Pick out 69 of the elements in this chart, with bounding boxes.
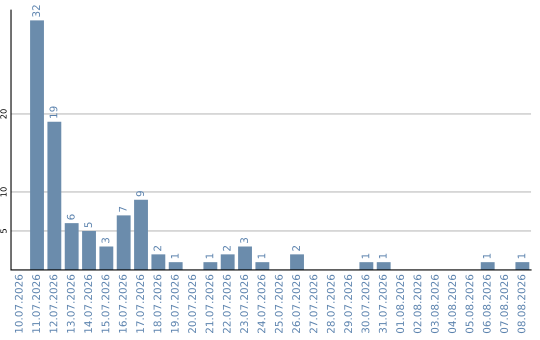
x-tick-label: 06.08.2026 (482, 274, 491, 334)
bar (376, 262, 391, 270)
bar (82, 230, 96, 270)
x-tick-label: 08.08.2026 (518, 274, 526, 334)
data-label: 19 (49, 106, 58, 118)
data-label: 7 (118, 206, 127, 212)
x-tick-label: 28.07.2026 (326, 274, 335, 334)
y-tick-label: 5 (0, 229, 7, 233)
bar (480, 262, 495, 270)
x-tick-label: 30.07.2026 (362, 274, 370, 333)
x-tick-label: 02.08.2026 (414, 274, 422, 334)
data-label: 3 (101, 238, 110, 243)
data-label: 2 (154, 246, 162, 251)
bar (515, 262, 530, 270)
x-tick-label: 14.07.2026 (84, 274, 92, 333)
data-label: 1 (518, 254, 526, 258)
bar (64, 223, 79, 270)
x-tick-label: 25.07.2026 (274, 274, 283, 334)
data-label: 1 (258, 254, 266, 258)
x-tick-label: 15.07.2026 (101, 274, 110, 333)
x-tick-label: 16.07.2026 (118, 274, 127, 333)
y-tick-label: 20 (0, 109, 7, 119)
data-label: 2 (292, 246, 300, 251)
bar (99, 246, 114, 270)
data-label: 3 (240, 238, 248, 243)
x-tick-label: 04.08.2026 (448, 274, 456, 334)
bar (203, 262, 218, 270)
bar (116, 215, 131, 270)
data-label: 1 (206, 254, 214, 258)
x-tick-label: 01.08.2026 (396, 274, 404, 334)
x-tick-label: 05.08.2026 (466, 274, 474, 334)
x-tick-label: 10.07.2026 (14, 274, 23, 333)
x-tick-label: 27.07.2026 (310, 274, 318, 334)
data-label: 1 (378, 254, 387, 258)
data-label: 1 (362, 254, 370, 258)
bar (134, 200, 148, 270)
x-tick-label: 23.07.2026 (240, 274, 248, 334)
x-tick-label: 29.07.2026 (344, 274, 352, 334)
x-tick-label: 19.07.2026 (170, 274, 179, 333)
data-label: 6 (66, 214, 75, 220)
bar (359, 262, 374, 270)
x-tick-label: 22.07.2026 (222, 274, 231, 334)
x-tick-label: 31.07.2026 (378, 274, 387, 333)
data-label: 5 (84, 222, 92, 228)
x-tick-label: 13.07.2026 (66, 274, 75, 333)
x-tick-label: 03.08.2026 (430, 274, 439, 334)
x-tick-label: 07.08.2026 (500, 274, 508, 334)
x-tick-label: 21.07.2026 (206, 274, 214, 334)
data-label: 2 (222, 246, 231, 251)
x-tick-label: 11.07.2026 (32, 274, 40, 333)
x-tick-label: 24.07.2026 (258, 274, 266, 334)
x-tick-label: 20.07.2026 (188, 274, 196, 334)
bar (220, 254, 235, 270)
x-tick-label: 18.07.2026 (154, 274, 162, 333)
data-label: 1 (482, 254, 491, 258)
y-tick-label: 10 (0, 187, 7, 196)
x-tick-label: 26.07.2026 (292, 274, 300, 334)
data-label: 32 (32, 5, 40, 17)
bar (30, 20, 44, 270)
bar (151, 254, 166, 270)
bar (238, 246, 252, 270)
x-tick-label: 12.07.2026 (49, 274, 58, 333)
bar (168, 262, 183, 270)
data-label: 9 (136, 191, 144, 196)
bar (290, 254, 304, 270)
data-label: 1 (170, 254, 179, 258)
bar (255, 262, 270, 270)
x-tick-label: 17.07.2026 (136, 274, 144, 333)
bar (47, 122, 62, 270)
